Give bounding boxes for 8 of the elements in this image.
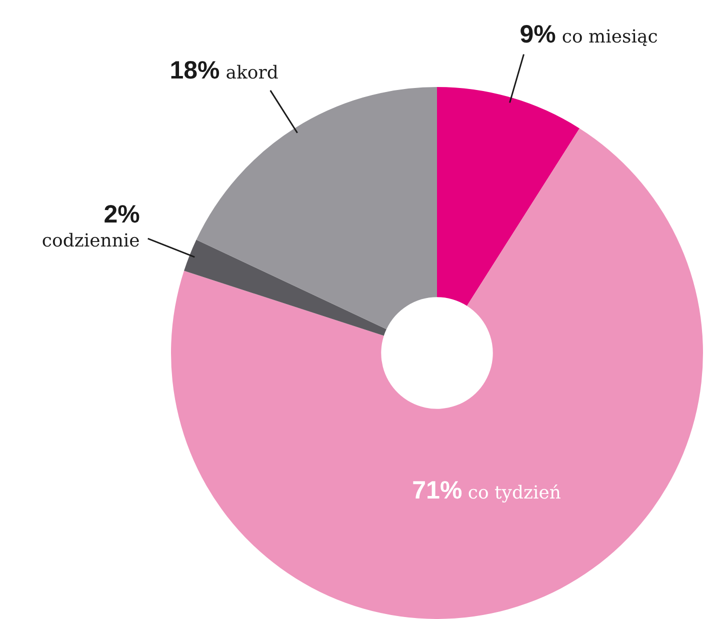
slice-label: codziennie (42, 230, 140, 252)
data-label: 9% (520, 20, 556, 48)
data-label: 18% (170, 56, 220, 84)
data-label: 71% (412, 476, 462, 505)
slice-label: co miesiąc (562, 26, 658, 48)
slice-label: akord (226, 62, 278, 84)
data-label: 2% (104, 200, 140, 229)
slice-label: co tydzień (462, 482, 562, 504)
